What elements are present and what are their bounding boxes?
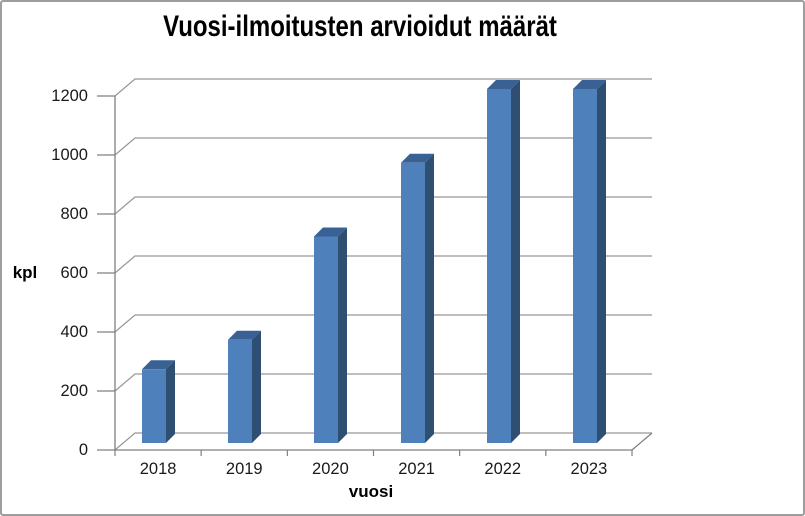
- x-tick-label: 2018: [140, 460, 177, 478]
- bar-side-face: [338, 227, 347, 443]
- y-tick-label: 1000: [51, 146, 88, 164]
- bar: [401, 162, 425, 443]
- bar: [314, 236, 338, 443]
- bar: [573, 89, 597, 443]
- y-tick-label: 400: [60, 323, 88, 341]
- bar-top-face: [487, 80, 520, 89]
- bar-side-face: [166, 360, 175, 443]
- y-tick-label: 800: [60, 205, 88, 223]
- bar: [228, 339, 252, 443]
- bar-side-face: [511, 80, 520, 443]
- x-tick-label: 2023: [571, 460, 608, 478]
- grid-line: [114, 196, 652, 215]
- x-tick-label: 2022: [484, 460, 521, 478]
- x-axis-title: vuosi: [348, 482, 394, 501]
- bar-side-face: [597, 80, 606, 443]
- chart-title: Vuosi-ilmoitusten arvioidut määrät: [163, 10, 557, 43]
- grid-line: [114, 373, 652, 392]
- x-tick-label: 2021: [398, 460, 435, 478]
- bar-top-face: [314, 227, 347, 237]
- y-tick-label: 600: [60, 264, 88, 282]
- y-axis-title: kpl: [12, 263, 38, 282]
- grid-line: [114, 78, 652, 97]
- y-tick-label: 1200: [51, 87, 88, 105]
- floor-depth-edge: [631, 432, 653, 451]
- x-tick-label: 2019: [226, 460, 263, 478]
- bar-top-face: [228, 330, 261, 340]
- bar: [487, 89, 511, 443]
- y-tick-label: 200: [60, 382, 88, 400]
- y-tick-label: 0: [79, 441, 88, 459]
- grid-line: [114, 137, 652, 156]
- bar-top-face: [142, 360, 175, 370]
- x-tick-label: 2020: [312, 460, 349, 478]
- bar-side-face: [425, 153, 434, 443]
- grid-line: [114, 314, 652, 333]
- bar-side-face: [252, 330, 261, 443]
- bar-top-face: [401, 153, 434, 163]
- bar-top-face: [573, 80, 606, 89]
- grid-line: [114, 255, 652, 274]
- bar: [142, 369, 166, 443]
- grid-line: [114, 432, 652, 451]
